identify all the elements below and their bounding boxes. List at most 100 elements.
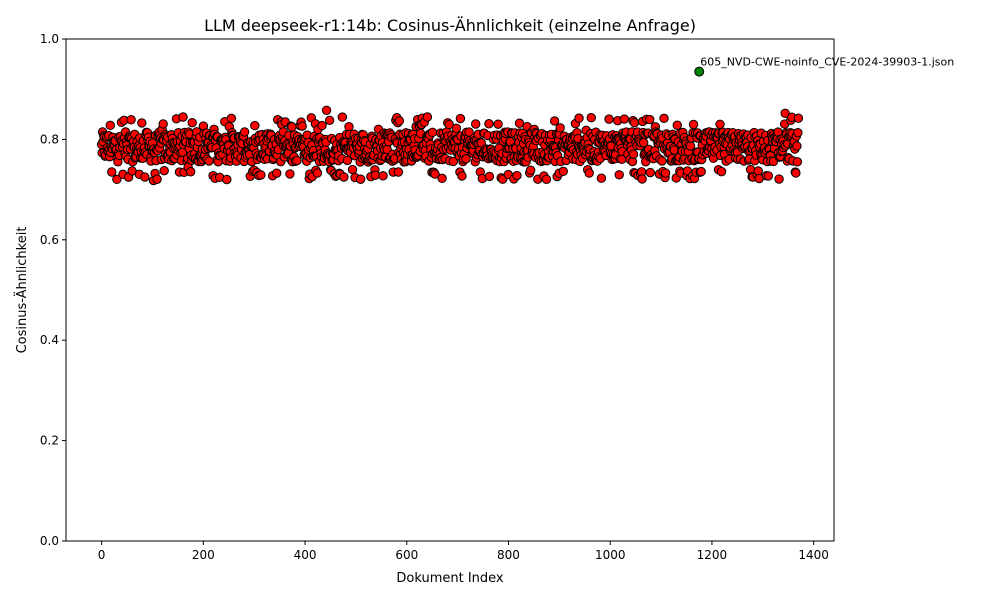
data-point <box>185 167 196 177</box>
data-point <box>256 170 266 180</box>
y-tick-label: 0.0 <box>40 534 59 548</box>
y-tick-label: 1.0 <box>40 32 59 46</box>
data-point <box>178 112 188 122</box>
data-point <box>614 170 624 180</box>
axes-frame <box>65 38 835 542</box>
data-point <box>493 119 503 129</box>
data-point <box>619 114 630 124</box>
data-point <box>584 168 594 178</box>
data-point <box>549 116 560 126</box>
x-tick-label: 800 <box>497 548 520 562</box>
data-point <box>637 174 647 184</box>
x-tick-label: 1000 <box>595 548 626 562</box>
data-point <box>791 168 801 178</box>
data-point <box>645 114 655 125</box>
data-point <box>763 171 774 181</box>
data-point <box>696 166 706 177</box>
data-point <box>604 114 614 124</box>
data-point <box>137 118 147 128</box>
data-point <box>657 156 667 166</box>
data-point <box>337 112 348 122</box>
data-point <box>512 170 522 181</box>
x-tick-label: 1400 <box>798 548 829 562</box>
y-tick-label: 0.6 <box>40 233 59 247</box>
data-point <box>222 174 232 185</box>
data-point <box>457 171 467 181</box>
data-point <box>555 123 565 133</box>
data-point <box>250 120 260 131</box>
data-point <box>688 119 699 130</box>
data-point <box>792 157 803 167</box>
data-point <box>107 167 117 177</box>
data-point <box>793 127 803 138</box>
data-point <box>448 156 459 167</box>
data-point <box>455 113 466 124</box>
y-tick-label: 0.4 <box>40 333 59 347</box>
data-point <box>317 120 327 131</box>
data-point <box>394 116 405 126</box>
data-point <box>715 119 725 130</box>
data-point <box>596 173 607 183</box>
data-point <box>437 173 447 184</box>
data-point <box>793 113 804 123</box>
data-point <box>159 165 169 176</box>
data-point <box>514 118 525 128</box>
data-point <box>753 166 763 176</box>
data-point <box>112 174 122 185</box>
data-point <box>339 172 349 182</box>
data-point <box>140 172 150 182</box>
chart-title: LLM deepseek-r1:14b: Cosinus-Ähnlichkeit… <box>204 16 696 35</box>
data-point <box>558 166 568 177</box>
x-tick-label: 400 <box>294 548 317 562</box>
data-point <box>422 112 433 122</box>
data-point <box>645 167 655 178</box>
y-axis-label: Cosinus-Ähnlichkeit <box>14 227 30 354</box>
data-point <box>152 174 162 184</box>
data-point <box>716 166 727 177</box>
data-point <box>239 127 250 137</box>
x-tick-label: 1200 <box>697 548 728 562</box>
data-point <box>321 105 332 115</box>
data-point <box>126 115 136 125</box>
data-point <box>792 141 802 151</box>
data-point <box>226 113 237 124</box>
x-axis: 0 200 400 600 800 1000 1200 1400 <box>98 541 829 562</box>
data-point <box>628 149 639 159</box>
data-point <box>355 174 366 184</box>
data-point <box>271 168 282 178</box>
data-point <box>292 155 302 166</box>
data-point <box>774 174 784 184</box>
x-tick-label: 0 <box>98 548 106 562</box>
data-point <box>669 145 679 155</box>
data-point <box>660 168 671 178</box>
data-point <box>342 155 353 166</box>
y-tick-label: 0.2 <box>40 434 59 448</box>
data-point <box>370 170 381 180</box>
data-point <box>347 164 358 175</box>
data-point <box>312 168 323 178</box>
data-point <box>430 169 440 179</box>
data-point <box>324 115 335 126</box>
x-tick-label: 600 <box>395 548 418 562</box>
data-point <box>393 167 404 177</box>
data-point <box>344 122 354 132</box>
data-point <box>444 119 454 130</box>
data-point <box>672 120 682 130</box>
outlier-point <box>694 66 705 77</box>
y-axis: 0.0 0.2 0.4 0.6 0.8 1.0 <box>40 32 66 548</box>
data-point <box>287 122 297 132</box>
outlier-annotation: 605_NVD-CWE-noinfo_CVE-2024-39903-1.json <box>700 56 954 69</box>
data-point <box>105 120 115 131</box>
data-point <box>285 169 295 179</box>
plot-area: 605_NVD-CWE-noinfo_CVE-2024-39903-1.json <box>96 56 954 186</box>
data-point <box>378 171 388 181</box>
data-point <box>158 119 168 129</box>
x-axis-label: Dokument Index <box>396 571 504 586</box>
data-point <box>461 154 471 164</box>
data-point <box>586 113 596 123</box>
data-point <box>484 171 495 182</box>
data-point <box>451 123 462 134</box>
data-point <box>204 156 214 166</box>
